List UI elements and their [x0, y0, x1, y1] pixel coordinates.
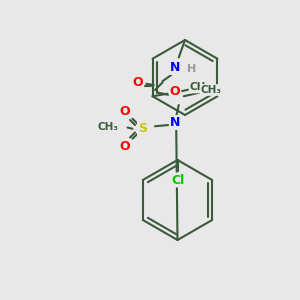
Text: CH₃: CH₃	[201, 85, 222, 95]
Text: CH₃: CH₃	[190, 82, 211, 92]
Text: S: S	[138, 122, 147, 135]
Text: O: O	[132, 76, 143, 89]
Text: N: N	[170, 116, 180, 129]
Text: Cl: Cl	[171, 173, 184, 187]
Text: N: N	[170, 61, 180, 74]
Text: O: O	[120, 105, 130, 118]
Text: CH₃: CH₃	[97, 122, 118, 133]
Text: O: O	[170, 85, 180, 98]
Text: H: H	[187, 64, 196, 74]
Text: O: O	[120, 140, 130, 153]
